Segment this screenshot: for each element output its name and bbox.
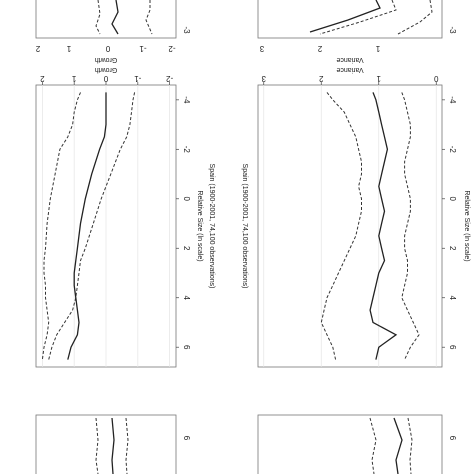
y-tick-label: -2 [166,74,174,83]
x-tick-label: 2 [448,246,457,251]
upper-band-line [401,92,420,360]
band-line [407,417,413,474]
neighbor-panel-bottom_left: 6 [35,414,191,474]
neighbor-panel-top_left: 2 1 0 -1 -2 Growth -3 [35,0,191,63]
y-tick-label: -2 [168,44,176,53]
x-tick-label: -2 [182,146,191,154]
plot-frame [35,414,177,474]
x-tick-label: 0 [448,197,457,202]
x-tick-label: 6 [448,345,457,350]
y-axis-title: Variance [336,66,363,73]
y-tick-label: 0 [433,74,438,83]
x-tick-label: 2 [182,246,191,251]
estimate-line [111,417,115,474]
x-axis-title: Relative Size (ln scale) [196,190,203,261]
x-tick-label: 6 [448,436,457,441]
panel-title: Spain (1900-2001, 74,100 observations) [241,164,248,289]
y-axis-title: Variance [336,56,363,63]
y-tick-label: 2 [35,44,40,53]
x-tick-label: 4 [448,296,457,301]
panel-1: 2 1 0 -1 -2 -4 -2 0 2 4 6 Relative Size (ln scale) G… [35,66,215,368]
y-tick-label: 3 [259,44,264,53]
y-tick-label: 0 [103,74,108,83]
plot-frame [35,0,177,39]
x-axis-title: Relative Size (ln scale) [463,190,470,261]
y-tick-label: -1 [139,44,147,53]
y-tick-label: 2 [318,74,323,83]
x-tick-label: 6 [182,436,191,441]
band-line [95,417,99,474]
neighbor-panel-bottom_right: 6 [257,414,457,474]
y-tick-label: 3 [261,74,266,83]
lower-band-line [48,92,136,360]
upper-band-line [41,92,81,360]
estimate-line [309,0,381,33]
y-tick-label: 0 [105,44,110,53]
y-tick-label: 1 [376,74,381,83]
x-tick-label: -3 [448,26,457,34]
y-tick-label: 2 [317,44,322,53]
y-tick-label: 1 [71,74,76,83]
band-line [95,0,101,35]
x-tick-label: -4 [182,96,191,104]
x-tick-label: -2 [448,146,457,154]
band-line [397,0,433,35]
neighbor-panel-top_right: 3 2 1 Variance -3 [257,0,457,63]
y-tick-label: 2 [40,74,45,83]
band-line [145,0,153,35]
x-tick-label: -3 [182,26,191,34]
x-tick-label: 6 [182,345,191,350]
y-tick-label: -1 [134,74,142,83]
x-tick-label: -4 [448,96,457,104]
plot-frame [257,84,443,368]
y-axis-title: Growth [95,56,118,63]
lower-band-line [320,92,362,360]
y-tick-label: 1 [375,44,380,53]
plot-frame [257,414,443,474]
estimate-line [111,0,119,35]
x-tick-label: 0 [182,197,191,202]
band-line [319,0,397,35]
band-line [369,417,377,474]
y-tick-label: 1 [66,44,71,53]
estimate-line [67,92,107,360]
panel-2: 3 2 1 0 -4 -2 0 2 4 6 Relative Size (ln scale) Vari… [241,66,470,368]
panel-title: Spain (1900-2001, 74,100 observations) [208,164,215,289]
y-axis-title: Growth [95,66,118,73]
band-line [125,417,129,474]
x-tick-label: 4 [182,296,191,301]
estimate-line [369,92,398,360]
estimate-line [393,417,403,474]
